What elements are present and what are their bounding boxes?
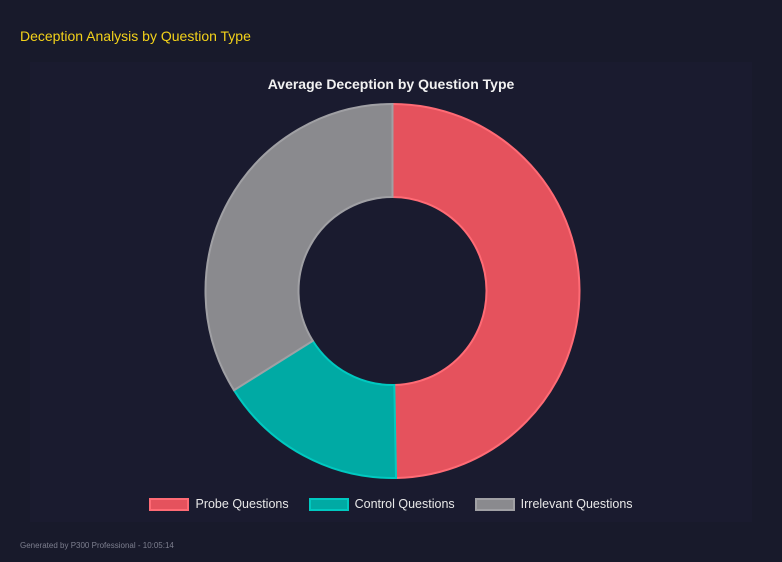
footer-text: Generated by P300 Professional - 10:05:1… <box>20 541 174 550</box>
slice-irrelevant-questions[interactable] <box>204 102 394 392</box>
legend-label: Control Questions <box>354 497 455 511</box>
slice-probe-questions[interactable] <box>391 102 581 479</box>
chart-legend: Probe Questions Control Questions Irrele… <box>0 497 782 511</box>
legend-swatch <box>308 497 349 511</box>
legend-swatch <box>149 497 190 511</box>
legend-swatch <box>474 497 515 511</box>
legend-label: Probe Questions <box>195 497 289 511</box>
page-heading: Deception Analysis by Question Type <box>20 28 251 44</box>
legend-item-probe[interactable]: Probe Questions <box>149 497 289 511</box>
chart-title: Average Deception by Question Type <box>267 76 515 92</box>
legend-label: Irrelevant Questions <box>520 497 633 511</box>
legend-item-control[interactable]: Control Questions <box>308 497 455 511</box>
legend-item-irrelevant[interactable]: Irrelevant Questions <box>474 497 633 511</box>
slice-control-questions[interactable] <box>232 339 398 479</box>
